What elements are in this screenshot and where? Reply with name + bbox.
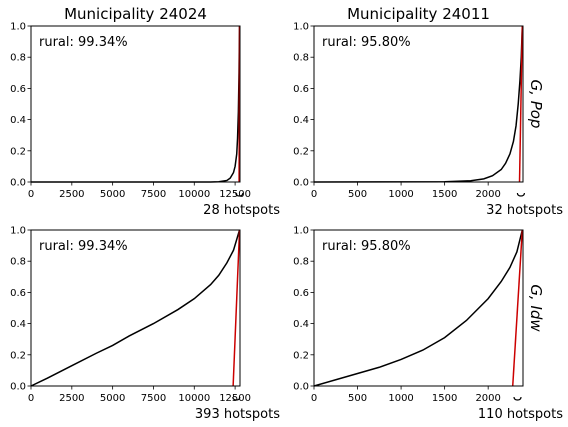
y-tick-label: 0.2 xyxy=(10,146,26,157)
hotspot-bracket xyxy=(235,192,244,197)
y-tick-label: 0.0 xyxy=(10,178,26,189)
lorenz-curve xyxy=(313,25,524,183)
x-tick-label: 2000 xyxy=(475,393,500,404)
x-tick-label: 7500 xyxy=(141,393,166,404)
lorenz-curve xyxy=(313,229,524,387)
x-tick-label: 7500 xyxy=(141,189,166,200)
x-tick-label: 12500 xyxy=(219,393,251,404)
row-label-pop: G, Pop xyxy=(527,80,545,129)
y-tick-label: 0.0 xyxy=(293,382,309,393)
y-tick-label: 0.2 xyxy=(10,350,26,361)
rural-annotation: rural: 95.80% xyxy=(322,35,411,50)
y-tick-label: 0.0 xyxy=(293,178,309,189)
y-tick-label: 0.2 xyxy=(293,350,309,361)
x-tick-label: 1000 xyxy=(388,393,413,404)
y-tick-label: 0.0 xyxy=(10,382,26,393)
hotspots-label: 393 hotspots xyxy=(195,407,280,422)
x-tick-label: 0 xyxy=(311,189,317,200)
y-tick-label: 0.8 xyxy=(293,257,309,268)
y-tick-label: 0.4 xyxy=(293,115,309,126)
x-tick-label: 10000 xyxy=(178,393,210,404)
x-tick-label: 500 xyxy=(348,393,367,404)
y-tick-label: 1.0 xyxy=(293,226,309,237)
lorenz-curve xyxy=(30,229,241,387)
x-tick-label: 0 xyxy=(28,393,34,404)
y-tick-label: 1.0 xyxy=(10,22,26,33)
x-tick-label: 1500 xyxy=(432,393,457,404)
y-tick-label: 0.8 xyxy=(293,53,309,64)
x-tick-label: 500 xyxy=(348,189,367,200)
rural-annotation: rural: 99.34% xyxy=(39,35,128,50)
hotspots-label: 28 hotspots xyxy=(203,203,280,218)
x-tick-label: 5000 xyxy=(100,393,125,404)
chart-panel-1: 0 2500 5000 7500 10000 12500 0.0 0.2 0.4 0.6 0.8 1.… xyxy=(10,5,280,218)
plot-frame xyxy=(313,25,524,183)
x-tick-label: 10000 xyxy=(178,189,210,200)
x-tick-label: 2000 xyxy=(475,189,500,200)
x-tick-label: 0 xyxy=(28,189,34,200)
y-tick-label: 0.6 xyxy=(293,84,309,95)
hotspot-bracket xyxy=(516,192,526,197)
y-tick-label: 0.4 xyxy=(10,115,26,126)
y-tick-label: 0.4 xyxy=(10,319,26,330)
y-tick-label: 0.6 xyxy=(10,288,26,299)
hotspot-threshold-line xyxy=(511,229,524,387)
x-tick-label: 0 xyxy=(311,393,317,404)
plot-frame xyxy=(313,229,524,387)
rural-annotation: rural: 95.80% xyxy=(322,239,411,254)
x-tick-label: 5000 xyxy=(100,189,125,200)
hotspots-label: 110 hotspots xyxy=(478,407,563,422)
x-tick-label: 1000 xyxy=(388,189,413,200)
y-tick-label: 0.6 xyxy=(293,288,309,299)
hotspot-threshold-line xyxy=(518,25,524,183)
row-label-idw: G, Idw xyxy=(527,284,545,332)
chart-title: Municipality 24024 xyxy=(64,5,207,23)
plot-frame xyxy=(30,25,241,183)
hotspot-threshold-line xyxy=(232,229,241,387)
hotspot-bracket xyxy=(513,396,522,401)
hotspot-bracket xyxy=(232,396,241,401)
y-tick-label: 0.6 xyxy=(10,84,26,95)
x-tick-label: 1500 xyxy=(432,189,457,200)
hotspots-label: 32 hotspots xyxy=(486,203,563,218)
y-tick-label: 0.2 xyxy=(293,146,309,157)
y-tick-label: 1.0 xyxy=(10,226,26,237)
chart-panel-3: 0 2500 5000 7500 10000 12500 0.0 0.2 0.4 0.6 0.8 1.… xyxy=(10,226,280,423)
chart-panel-2: 0 500 1000 1500 2000 0.0 0.2 0.4 0.6 0.8 1.0 Munici… xyxy=(293,5,563,218)
y-tick-label: 0.8 xyxy=(10,257,26,268)
rural-annotation: rural: 99.34% xyxy=(39,239,128,254)
y-tick-label: 1.0 xyxy=(293,22,309,33)
plot-frame xyxy=(30,229,241,387)
chart-panel-4: 0 500 1000 1500 2000 0.0 0.2 0.4 0.6 0.8 1.0 rural:… xyxy=(293,226,563,423)
y-tick-label: 0.4 xyxy=(293,319,309,330)
y-tick-label: 0.8 xyxy=(10,53,26,64)
chart-title: Municipality 24011 xyxy=(347,5,490,23)
x-tick-label: 2500 xyxy=(59,189,84,200)
x-tick-label: 2500 xyxy=(59,393,84,404)
x-tick-label: 12500 xyxy=(219,189,251,200)
